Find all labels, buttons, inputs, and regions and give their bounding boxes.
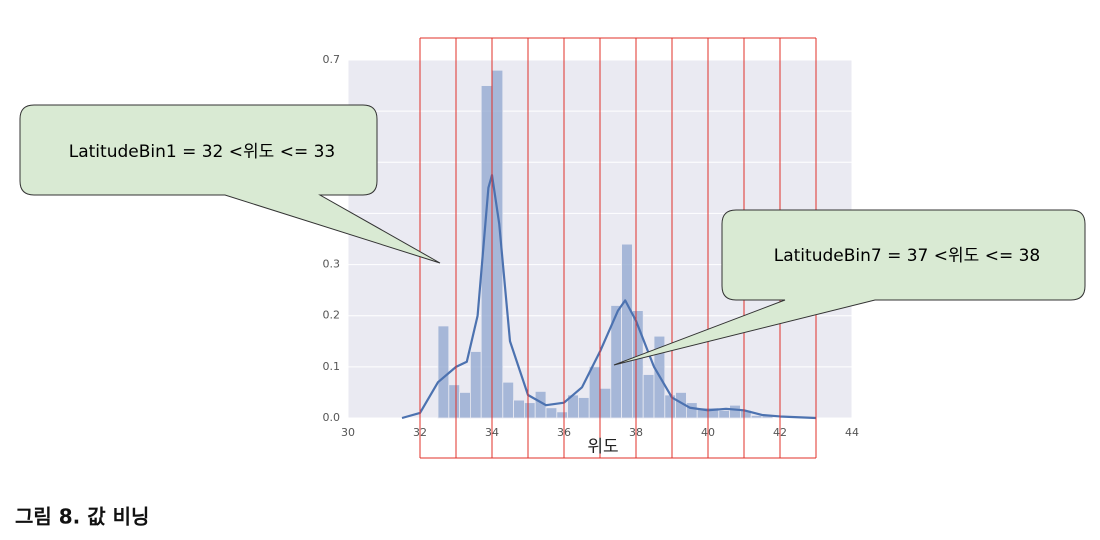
bar xyxy=(599,387,612,419)
bar xyxy=(632,310,644,419)
x-tick-label: 44 xyxy=(845,426,859,439)
bar xyxy=(469,351,482,419)
bar xyxy=(750,415,763,419)
callout-box xyxy=(19,104,441,264)
bar xyxy=(545,407,558,419)
bar xyxy=(718,409,730,419)
bar xyxy=(621,243,633,419)
caption: 그림 8. 값 비닝 xyxy=(15,505,149,529)
bar xyxy=(642,374,655,419)
y-tick-label: 0.1 xyxy=(323,360,341,373)
bar xyxy=(513,399,525,419)
kde-line xyxy=(401,173,817,420)
callout-text: LatitudeBin1 = 32 <위도 <= 33 xyxy=(69,142,335,162)
y-tick-label: 0.2 xyxy=(323,309,341,322)
bar xyxy=(437,325,450,419)
y-tick-label: 0.7 xyxy=(323,53,341,66)
callout-box xyxy=(613,209,1086,366)
bar xyxy=(556,411,568,419)
bar xyxy=(588,366,601,419)
callout: LatitudeBin1 = 32 <위도 <= 33 xyxy=(19,104,441,264)
bar xyxy=(578,397,590,419)
callout: LatitudeBin7 = 37 <위도 <= 38 xyxy=(613,209,1086,366)
callout-text: LatitudeBin7 = 37 <위도 <= 38 xyxy=(774,246,1040,266)
y-tick-label: 0.3 xyxy=(323,258,341,271)
x-tick-label: 30 xyxy=(341,426,355,439)
bar xyxy=(524,402,536,419)
y-tick-label: 0.0 xyxy=(323,411,341,424)
bar xyxy=(502,381,514,419)
bar xyxy=(686,402,698,419)
x-axis-label: 위도 xyxy=(587,437,618,457)
bar xyxy=(448,384,460,419)
bar xyxy=(459,392,471,419)
bar xyxy=(729,404,741,419)
